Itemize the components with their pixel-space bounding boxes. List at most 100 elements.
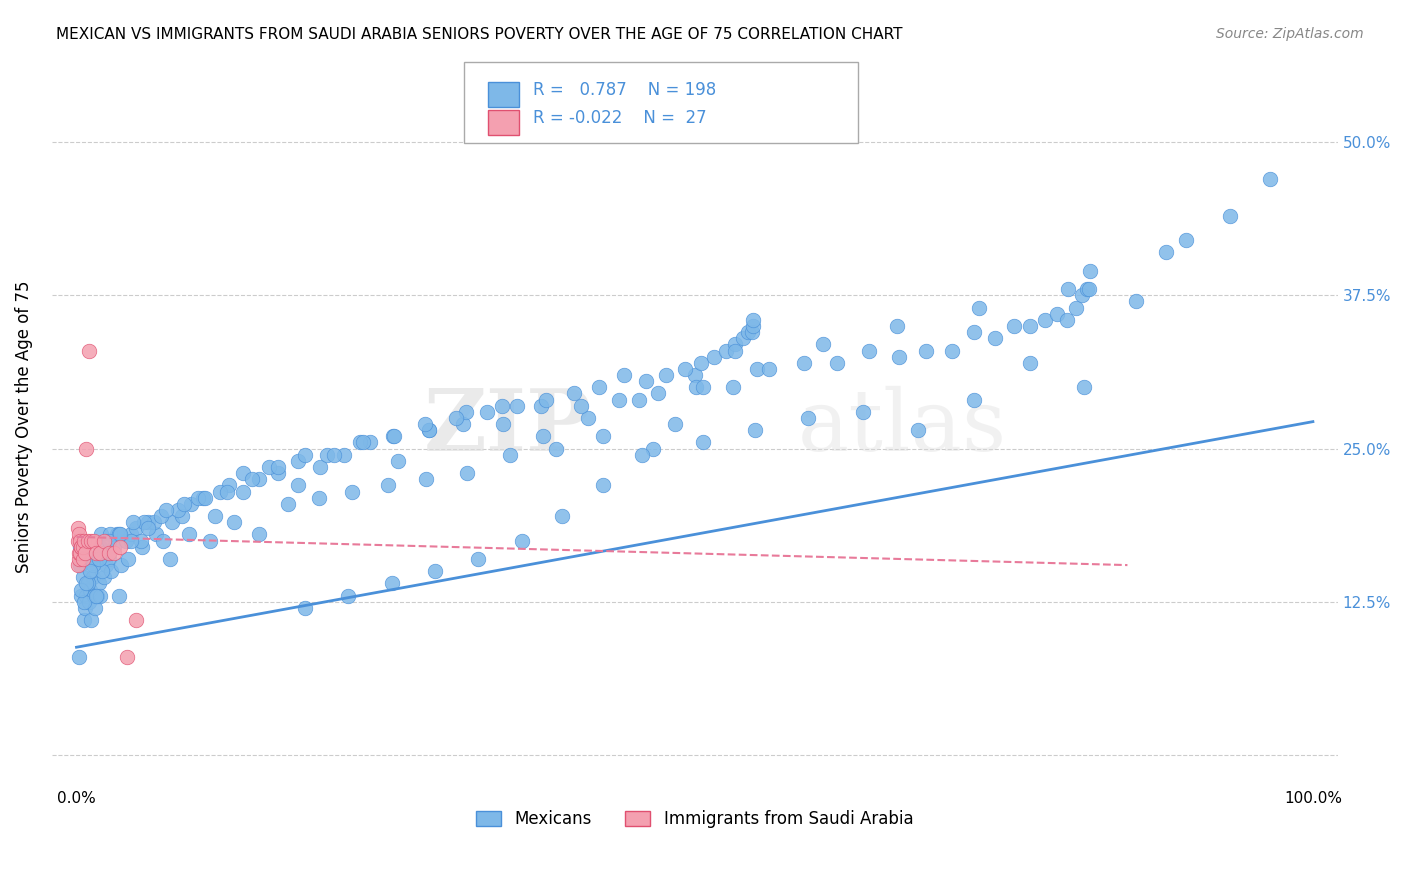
Point [703, 350, 725, 364]
Point [75, 576, 97, 591]
Point [1002, 318, 1025, 333]
Point [67, 650, 90, 665]
Point [120, 527, 142, 541]
Point [75, 589, 97, 603]
Point [66, 558, 89, 573]
Point [454, 405, 477, 419]
Point [191, 491, 214, 505]
Point [1070, 288, 1092, 302]
Point [1018, 356, 1040, 370]
Point [177, 527, 200, 541]
Point [941, 343, 963, 358]
Point [143, 515, 166, 529]
Point [413, 417, 436, 431]
Point [456, 466, 478, 480]
Point [159, 552, 181, 566]
Point [1018, 318, 1040, 333]
Point [337, 589, 360, 603]
Point [97, 546, 120, 560]
Point [744, 423, 766, 437]
Point [887, 350, 910, 364]
Point [359, 435, 381, 450]
Point [107, 589, 129, 603]
Point [89, 540, 111, 554]
Point [75, 442, 97, 456]
Text: Source: ZipAtlas.com: Source: ZipAtlas.com [1216, 27, 1364, 41]
Point [91, 564, 114, 578]
Point [1125, 294, 1147, 309]
Point [180, 497, 202, 511]
Point [1033, 313, 1056, 327]
Point [418, 423, 440, 437]
Point [613, 368, 636, 382]
Point [531, 429, 554, 443]
Point [97, 546, 120, 560]
Point [963, 325, 986, 339]
Point [309, 460, 332, 475]
Point [84, 589, 107, 603]
Point [155, 503, 177, 517]
Point [73, 613, 96, 627]
Point [122, 515, 145, 529]
Point [115, 533, 138, 548]
Point [415, 472, 437, 486]
Point [546, 442, 568, 456]
Point [259, 460, 281, 475]
Point [152, 533, 174, 548]
Point [630, 448, 652, 462]
Point [80, 533, 103, 548]
Point [664, 417, 686, 431]
Point [551, 509, 574, 524]
Point [82, 570, 104, 584]
Point [80, 552, 103, 566]
Point [453, 417, 475, 431]
Point [277, 497, 299, 511]
Point [294, 601, 316, 615]
Point [467, 552, 489, 566]
Point [69, 558, 91, 573]
Point [636, 374, 658, 388]
Point [655, 368, 678, 382]
Point [218, 478, 240, 492]
Point [692, 380, 714, 394]
Point [194, 491, 217, 505]
Point [308, 491, 330, 505]
Point [129, 533, 152, 548]
Point [741, 325, 763, 339]
Point [377, 478, 399, 492]
Point [475, 405, 498, 419]
Text: ZIP: ZIP [425, 385, 592, 469]
Point [76, 576, 98, 591]
Point [98, 527, 121, 541]
Point [108, 527, 131, 541]
Point [89, 546, 111, 560]
Point [745, 362, 768, 376]
Point [84, 546, 107, 560]
Point [198, 533, 221, 548]
Point [100, 564, 122, 578]
Point [67, 552, 90, 566]
Point [562, 386, 585, 401]
Point [76, 576, 98, 591]
Point [67, 527, 90, 541]
Point [741, 313, 763, 327]
Point [77, 595, 100, 609]
Point [852, 405, 875, 419]
Point [103, 540, 125, 554]
Point [536, 392, 558, 407]
Point [491, 399, 513, 413]
Point [145, 527, 167, 541]
Point [83, 533, 105, 548]
Point [287, 454, 309, 468]
Point [107, 527, 129, 541]
Point [75, 546, 97, 560]
Point [70, 589, 93, 603]
Point [76, 533, 98, 548]
Point [641, 442, 664, 456]
Point [858, 343, 880, 358]
Point [1174, 233, 1197, 247]
Point [72, 552, 94, 566]
Point [90, 527, 112, 541]
Point [647, 386, 669, 401]
Point [418, 423, 440, 437]
